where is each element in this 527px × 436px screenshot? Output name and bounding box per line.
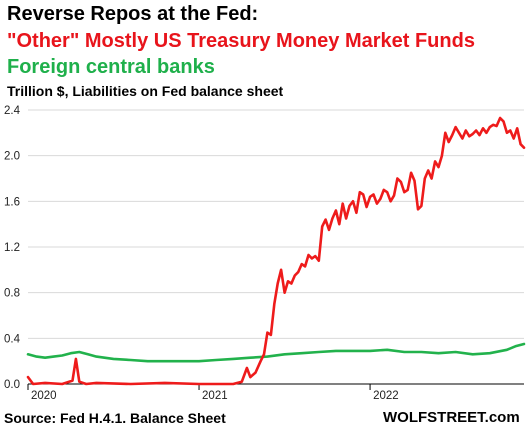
y-axis-unit-label: Trillion $, Liabilities on Fed balance s… (7, 83, 284, 99)
y-tick-1.2: 1.2 (4, 242, 20, 254)
gridlines (28, 109, 524, 339)
series-lines (26, 116, 526, 386)
y-tick-2.0: 2.0 (4, 151, 20, 163)
chart-title: Reverse Repos at the Fed: (7, 3, 259, 25)
y-tick-0.0: 0.0 (4, 379, 20, 391)
y-tick-0.8: 0.8 (4, 288, 20, 300)
legend-other-label: "Other" Mostly US Treasury Money Market … (7, 30, 475, 52)
x-axis: 2020 2021 2022 (27, 383, 524, 402)
y-axis-ticks: 0.0 0.4 0.8 1.2 1.6 2.0 2.4 (4, 105, 21, 391)
x-tick-2021: 2021 (202, 390, 228, 402)
x-tick-2022: 2022 (373, 390, 399, 402)
y-tick-1.6: 1.6 (4, 196, 20, 208)
brand-logo-text: WOLFSTREET.com (383, 409, 520, 426)
y-tick-2.4: 2.4 (4, 105, 21, 117)
y-tick-0.4: 0.4 (4, 333, 21, 345)
series-line-other (26, 116, 526, 386)
legend-foreign-label: Foreign central banks (7, 56, 215, 78)
series-line-foreign (26, 342, 526, 363)
source-note: Source: Fed H.4.1. Balance Sheet (4, 410, 226, 426)
x-tick-2020: 2020 (31, 390, 57, 402)
